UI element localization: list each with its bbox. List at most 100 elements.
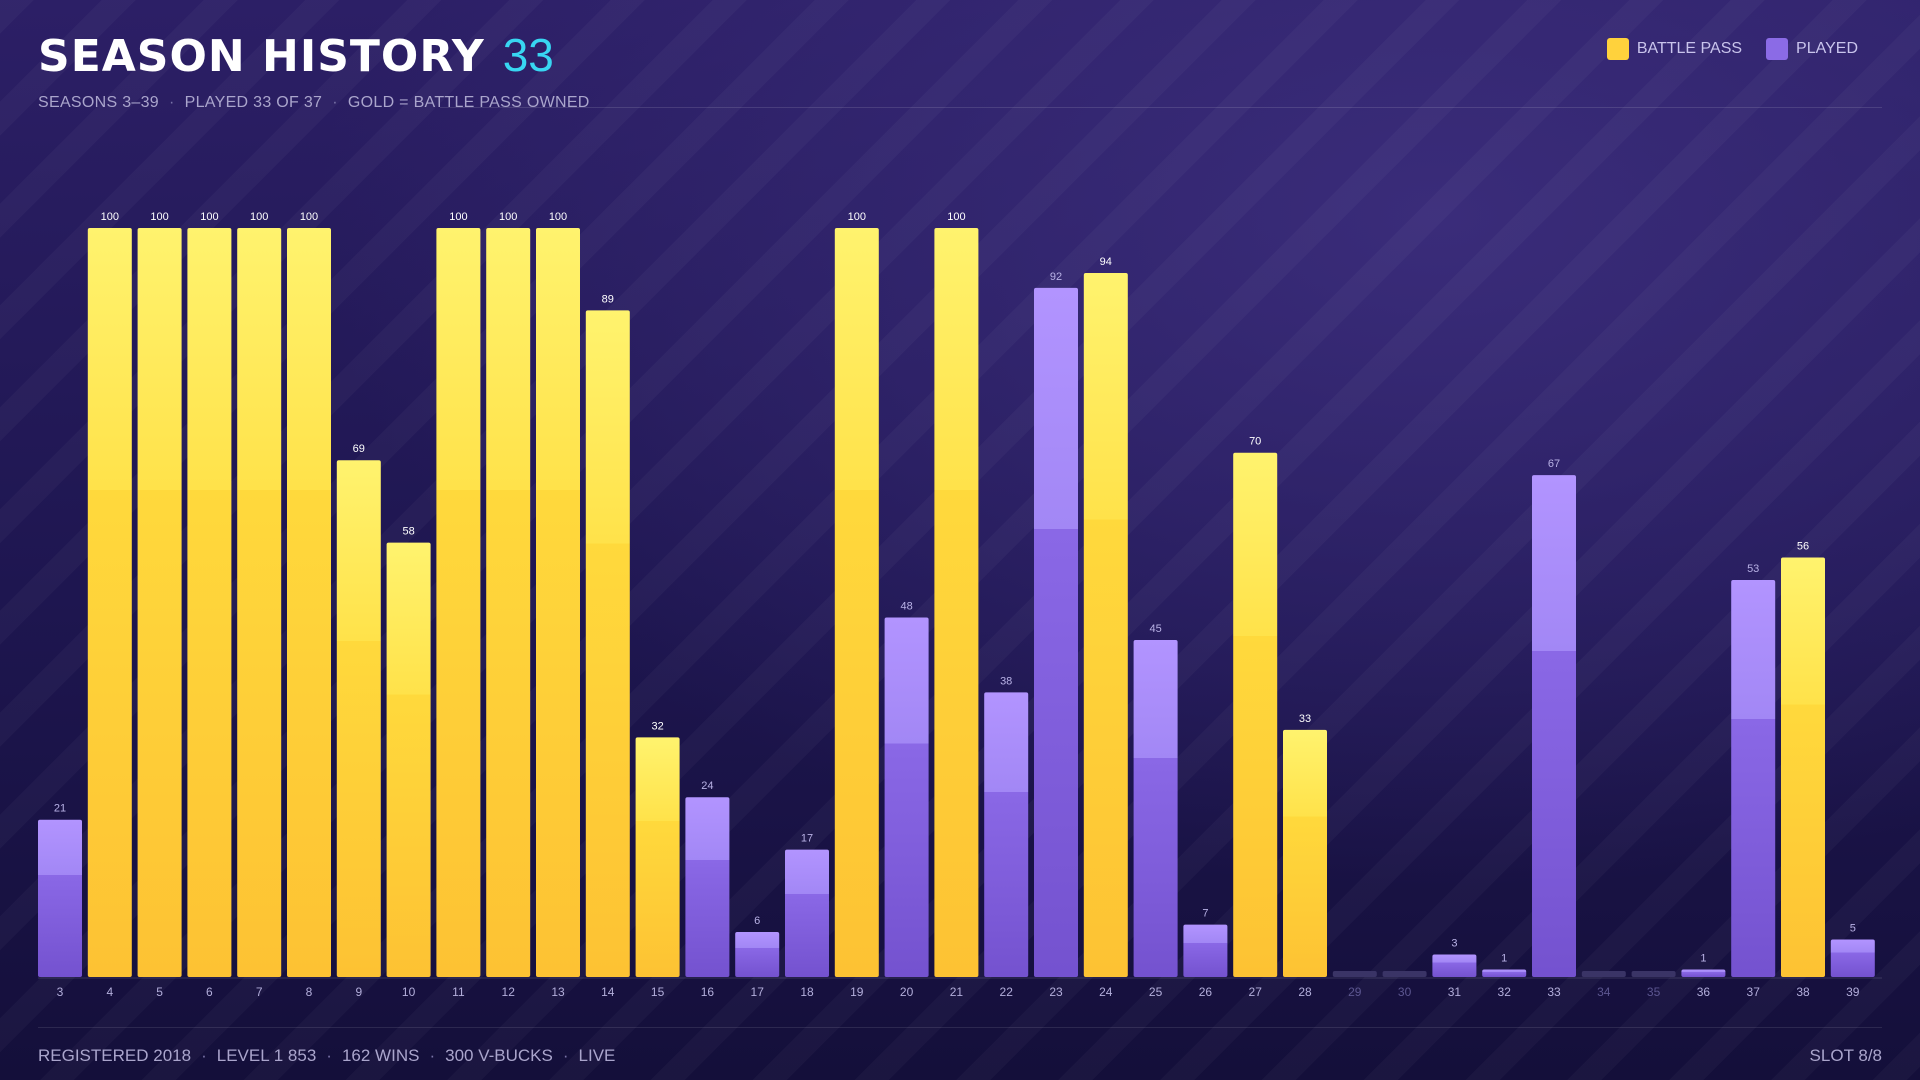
bar-season-18 xyxy=(785,849,829,977)
tick-label-season-17: 17 xyxy=(751,985,765,999)
value-label-season-26: 7 xyxy=(1202,908,1208,920)
bar-season-10 xyxy=(386,542,431,977)
value-label-season-5: 100 xyxy=(150,211,168,223)
tick-label-season-37: 37 xyxy=(1747,985,1761,999)
value-label-season-12: 100 xyxy=(499,211,517,223)
tick-label-season-23: 23 xyxy=(1049,985,1063,999)
bar-season-27 xyxy=(1233,452,1278,977)
value-label-season-33: 67 xyxy=(1548,458,1560,470)
separator: · xyxy=(429,1046,436,1065)
bar-season-33 xyxy=(1532,475,1576,977)
footer-level: LEVEL 1 853 xyxy=(216,1046,317,1065)
value-label-season-13: 100 xyxy=(549,211,567,223)
value-label-season-38: 56 xyxy=(1797,541,1809,553)
tick-label-season-6: 6 xyxy=(206,985,213,999)
tick-label-season-33: 33 xyxy=(1547,985,1561,999)
value-label-season-24: 94 xyxy=(1100,256,1112,268)
value-label-season-18: 17 xyxy=(801,833,813,845)
slot-indicator: SLOT 8/8 xyxy=(1809,1046,1882,1065)
tick-label-season-34: 34 xyxy=(1597,985,1611,999)
separator: · xyxy=(562,1046,569,1065)
bar-season-32 xyxy=(1482,969,1527,977)
footer-vbucks: 300 V-BUCKS xyxy=(445,1046,553,1065)
bar-season-7 xyxy=(237,228,282,977)
bar-season-6 xyxy=(187,228,232,977)
tick-label-season-27: 27 xyxy=(1249,985,1263,999)
value-label-season-20: 48 xyxy=(900,600,912,612)
value-label-season-6: 100 xyxy=(200,211,218,223)
legend-swatch-played xyxy=(1766,38,1789,60)
value-label-season-21: 100 xyxy=(947,211,965,223)
separator: · xyxy=(201,1046,207,1065)
legend-item-played: PLAYED xyxy=(1766,38,1858,60)
bar-season-38 xyxy=(1781,557,1825,977)
tick-label-season-3: 3 xyxy=(57,985,64,999)
value-label-season-37: 53 xyxy=(1747,563,1759,575)
bar-season-4 xyxy=(87,228,132,977)
tick-label-season-11: 11 xyxy=(452,985,465,999)
separator: · xyxy=(326,1046,332,1065)
bar-season-20 xyxy=(884,617,929,977)
subtitle-played: PLAYED 33 OF 37 xyxy=(184,94,323,111)
tick-label-season-8: 8 xyxy=(306,985,313,999)
bar-season-5 xyxy=(137,228,182,977)
bar-season-36 xyxy=(1681,969,1726,977)
bar-season-15 xyxy=(635,737,680,977)
value-label-season-19: 100 xyxy=(848,211,866,223)
legend-label-battle-pass: BATTLE PASS xyxy=(1636,40,1743,57)
bar-season-26 xyxy=(1183,924,1228,977)
tick-label-season-9: 9 xyxy=(355,985,362,999)
subtitle-legend-note: GOLD = BATTLE PASS OWNED xyxy=(347,94,590,111)
value-label-season-25: 45 xyxy=(1149,623,1161,635)
header: SEASON HISTORY 33 SEASONS 3–39 · PLAYED … xyxy=(38,28,590,112)
value-label-season-27: 70 xyxy=(1249,436,1261,448)
value-label-season-17: 6 xyxy=(754,915,760,927)
bar-season-9 xyxy=(336,460,381,977)
tick-label-season-28: 28 xyxy=(1298,985,1312,999)
header-divider xyxy=(440,107,1882,108)
footer-divider xyxy=(38,1027,1882,1028)
bar-season-11 xyxy=(436,228,481,977)
footer-status: LIVE xyxy=(578,1046,616,1065)
value-label-season-14: 89 xyxy=(602,293,614,305)
tick-label-season-14: 14 xyxy=(601,985,615,999)
seasons-played-count: 33 xyxy=(502,29,554,81)
bar-season-31 xyxy=(1432,954,1477,977)
bar-season-21 xyxy=(934,228,979,977)
tick-label-season-16: 16 xyxy=(701,985,715,999)
tick-label-season-13: 13 xyxy=(551,985,565,999)
tick-label-season-12: 12 xyxy=(502,985,516,999)
value-label-season-15: 32 xyxy=(651,720,663,732)
bar-season-13 xyxy=(536,228,580,977)
value-label-season-11: 100 xyxy=(449,211,467,223)
bar-season-37 xyxy=(1731,580,1776,977)
tick-label-season-15: 15 xyxy=(651,985,665,999)
bar-season-35 xyxy=(1631,971,1676,977)
bar-season-8 xyxy=(287,228,331,977)
tick-label-season-18: 18 xyxy=(800,985,814,999)
page-title: SEASON HISTORY xyxy=(38,31,485,82)
legend-item-battle-pass: BATTLE PASS xyxy=(1606,38,1743,60)
tick-label-season-22: 22 xyxy=(1000,985,1014,999)
tick-label-season-30: 30 xyxy=(1398,985,1412,999)
tick-label-season-21: 21 xyxy=(950,985,964,999)
tick-label-season-31: 31 xyxy=(1448,985,1462,999)
value-label-season-4: 100 xyxy=(101,211,119,223)
bar-season-22 xyxy=(984,692,1029,977)
value-label-season-8: 100 xyxy=(300,211,318,223)
value-label-season-28: 33 xyxy=(1299,713,1311,725)
tick-label-season-36: 36 xyxy=(1697,985,1711,999)
tick-label-season-10: 10 xyxy=(402,985,416,999)
separator: · xyxy=(332,94,338,111)
tick-label-season-7: 7 xyxy=(256,985,263,999)
value-label-season-39: 5 xyxy=(1850,923,1856,935)
footer-stats: REGISTERED 2018 · LEVEL 1 853 · 162 WINS… xyxy=(38,1046,615,1066)
bar-season-17 xyxy=(735,932,780,977)
tick-label-season-38: 38 xyxy=(1796,985,1810,999)
bar-season-29 xyxy=(1332,971,1377,977)
tick-label-season-35: 35 xyxy=(1647,985,1661,999)
tick-label-season-20: 20 xyxy=(900,985,914,999)
value-label-season-10: 58 xyxy=(402,526,414,538)
tick-label-season-29: 29 xyxy=(1348,985,1362,999)
